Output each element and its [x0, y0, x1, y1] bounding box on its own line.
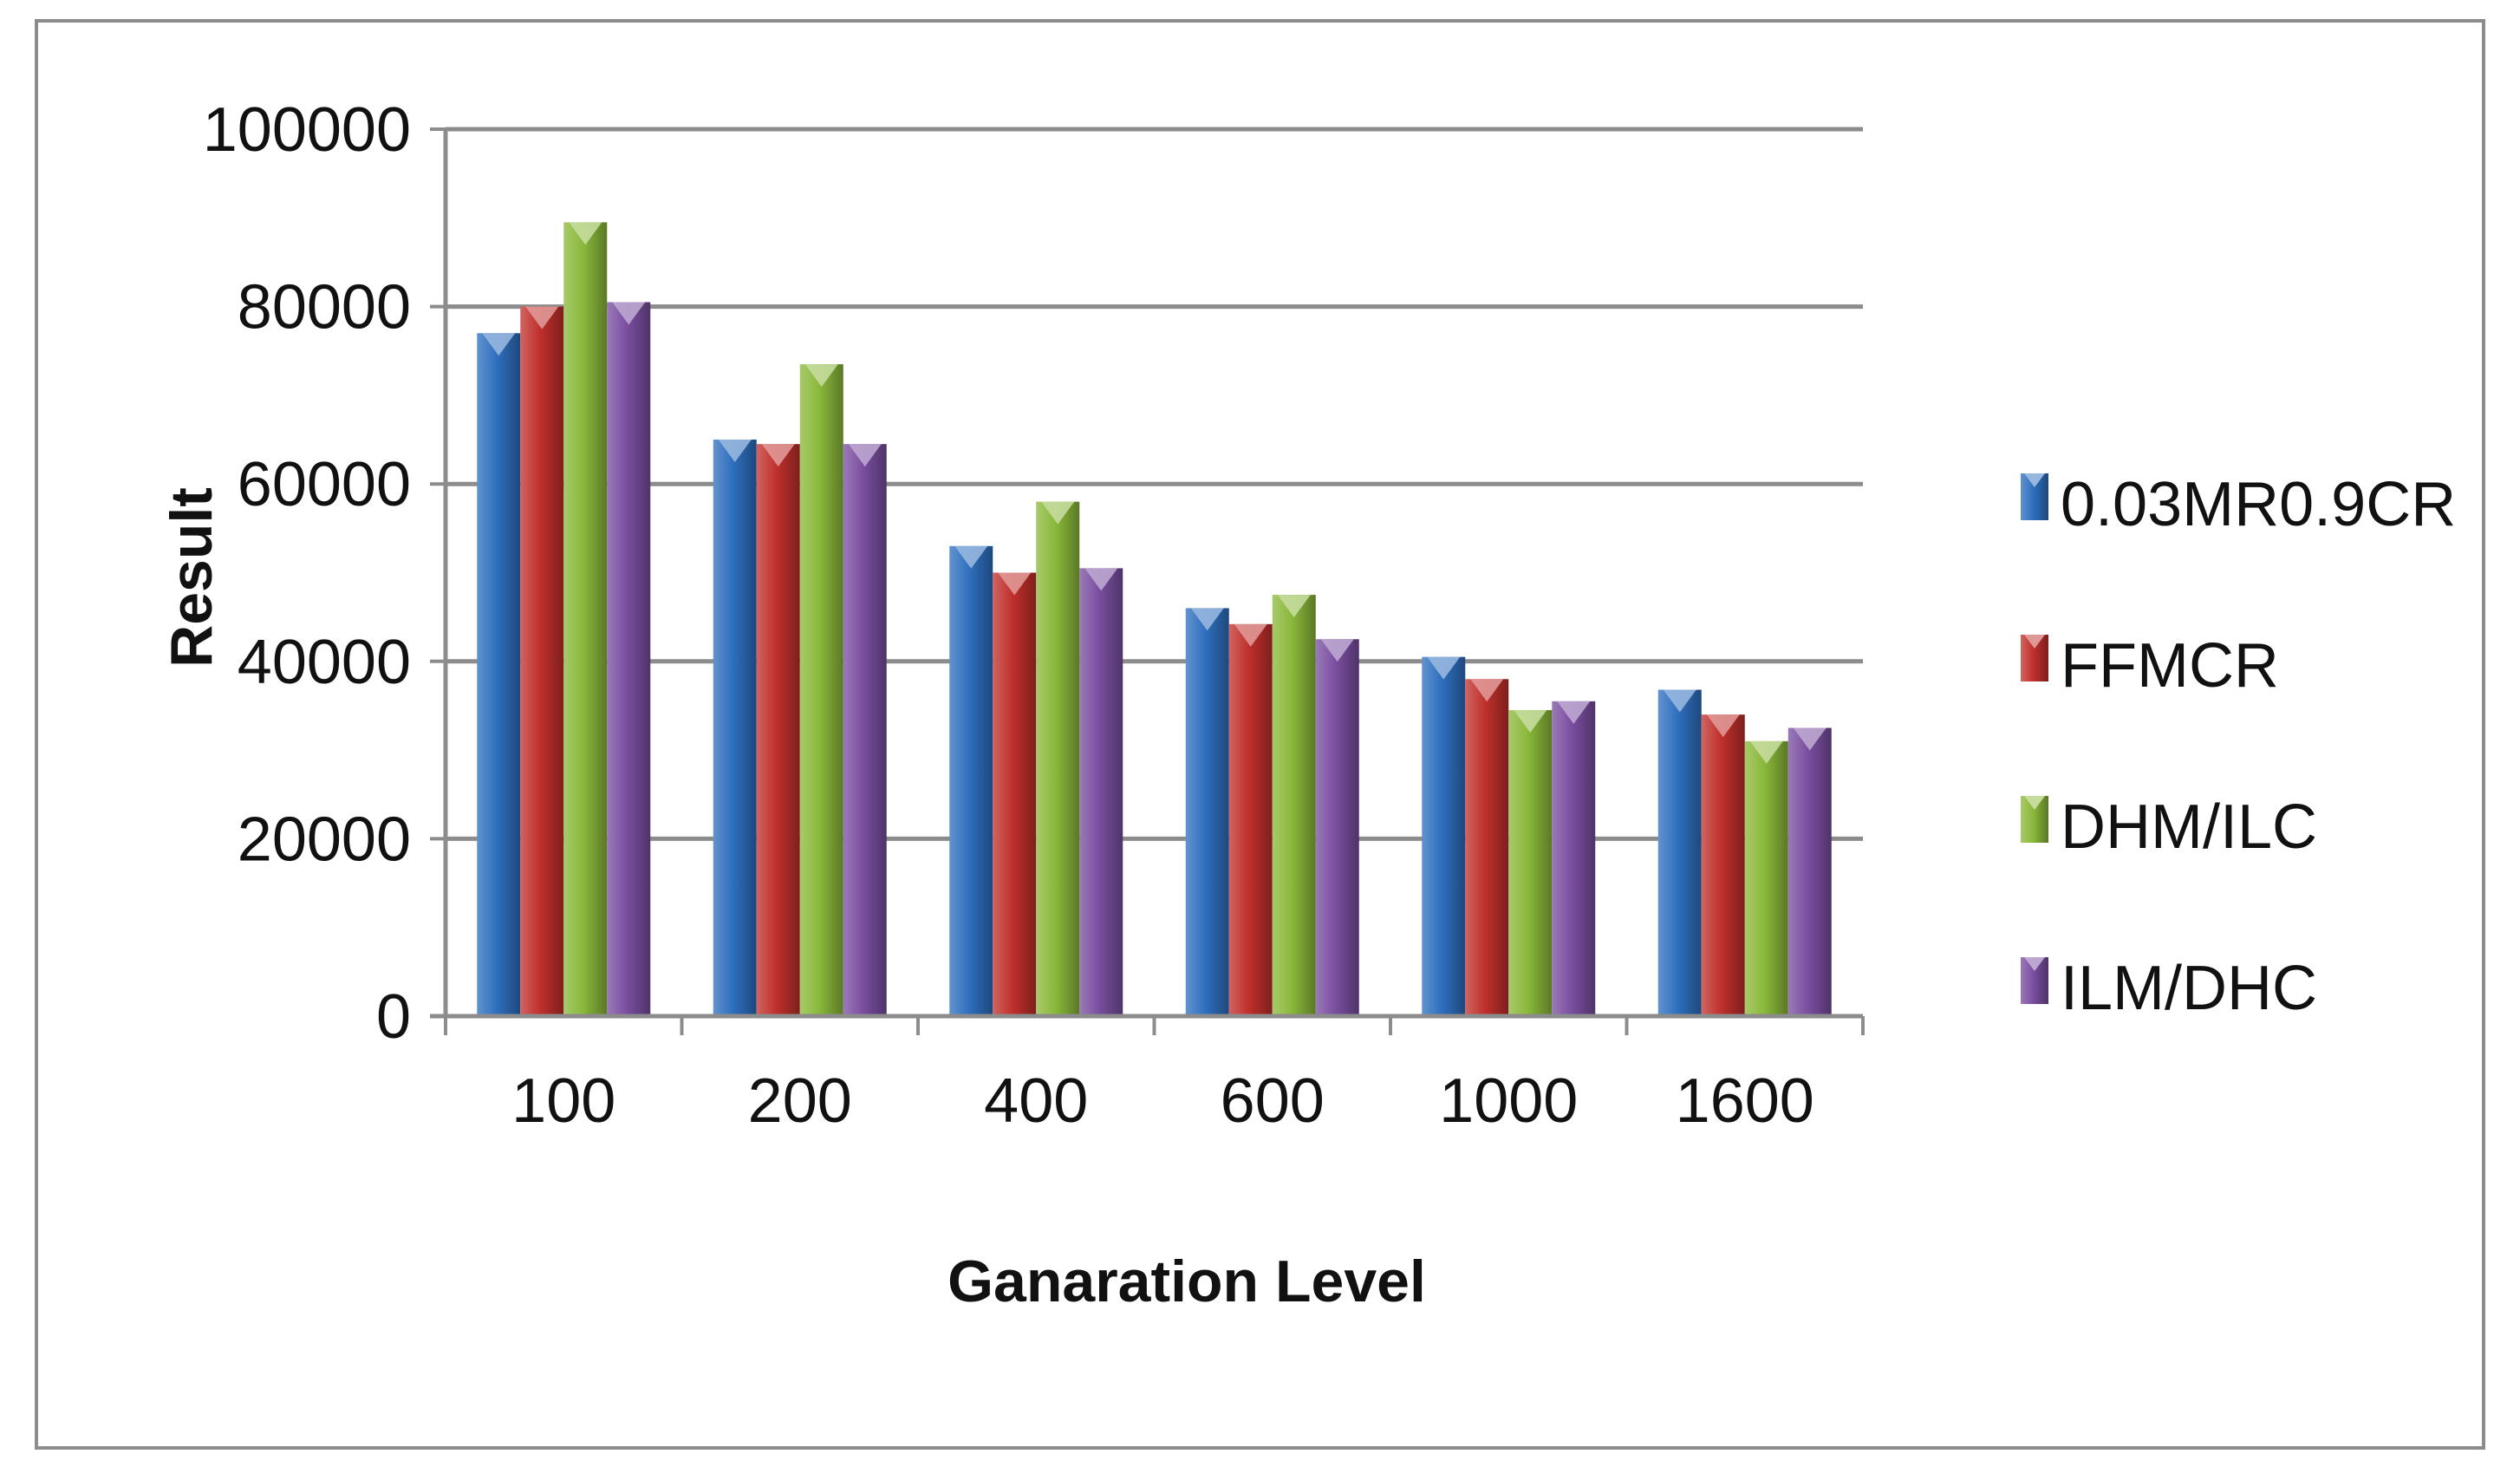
bar-top-marker [1041, 501, 1075, 525]
bar-top-marker [612, 302, 646, 325]
bar-top-marker [1514, 710, 1547, 733]
bar [799, 364, 843, 1017]
bar-top-marker [1793, 727, 1827, 751]
legend-label: DHM/ILC [2061, 792, 2317, 862]
bar [1701, 714, 1745, 1016]
y-tick-labels: 0 20000 40000 60000 80000 100000 [203, 95, 411, 1052]
y-tick-label: 100000 [203, 95, 411, 165]
bar-top-marker [1234, 623, 1267, 647]
bar [1185, 608, 1229, 1016]
bar [713, 440, 757, 1016]
y-tick-label: 20000 [238, 805, 411, 874]
legend-swatch-marker [2024, 796, 2045, 810]
bar [520, 306, 564, 1017]
bar [1079, 568, 1123, 1016]
bar [1657, 689, 1702, 1016]
x-tick-label: 600 [1221, 1066, 1325, 1136]
y-axis-title: Result [159, 487, 225, 668]
y-tick-label: 60000 [238, 450, 411, 519]
legend-swatch-marker [2024, 473, 2045, 487]
bar [477, 333, 521, 1016]
bar [1422, 656, 1466, 1016]
bar-top-marker [1190, 608, 1224, 631]
bar-top-marker [954, 545, 988, 569]
bar [1552, 701, 1596, 1016]
bar-top-marker [998, 572, 1032, 596]
y-tick-label: 40000 [238, 628, 411, 697]
bar-top-marker [848, 444, 882, 467]
gridlines [430, 127, 1863, 1018]
bar-top-marker [1084, 568, 1118, 591]
x-axis-title: Ganaration Level [947, 1249, 1426, 1314]
bar [1036, 501, 1080, 1016]
bar [1787, 727, 1832, 1016]
x-tick-labels: 100 200 400 600 1000 1600 [511, 1066, 1814, 1136]
bar [993, 572, 1037, 1016]
legend-swatch-marker [2024, 635, 2045, 649]
x-tick-label: 100 [511, 1066, 615, 1136]
bar-top-marker [482, 333, 516, 356]
bar [1315, 639, 1359, 1016]
bars [477, 222, 1832, 1017]
x-tick-label: 1000 [1439, 1066, 1578, 1136]
bar-top-marker [1427, 656, 1461, 680]
bar [949, 545, 993, 1016]
bar [563, 222, 608, 1016]
bar [1272, 595, 1316, 1016]
bar [1744, 740, 1788, 1016]
bar-top-marker [718, 440, 752, 463]
bar-top-marker [1277, 595, 1311, 618]
bar-top-marker [569, 222, 602, 245]
chart-frame: 0 20000 40000 60000 80000 100000 100 200 400 600… [35, 19, 2485, 1450]
bar [1508, 710, 1553, 1016]
legend-label: FFMCR [2061, 631, 2279, 701]
x-tick-label: 200 [748, 1066, 852, 1136]
bar-top-marker [1320, 639, 1354, 662]
y-tick-label: 80000 [238, 273, 411, 342]
legend-label: 0.03MR0.9CR [2061, 470, 2456, 539]
bar-top-marker [1749, 740, 1783, 764]
bar-top-marker [1706, 714, 1740, 738]
legend-label: ILM/DHC [2061, 954, 2317, 1023]
bar-top-marker [804, 364, 838, 388]
bar-top-marker [1470, 679, 1504, 702]
x-tick-label: 400 [984, 1066, 1088, 1136]
bar-top-marker [761, 444, 795, 467]
bar [843, 444, 887, 1016]
x-tick-label: 1600 [1676, 1066, 1814, 1136]
y-tick-label: 0 [376, 982, 411, 1052]
bar-top-marker [1557, 701, 1591, 724]
bar [756, 444, 800, 1016]
bar-chart: 0 20000 40000 60000 80000 100000 100 200 400 600… [159, 95, 2456, 1314]
bar [1465, 679, 1509, 1016]
legend: 0.03MR0.9CR FFMCR DHM/ILC ILM/DHC [2021, 470, 2456, 1023]
bar [607, 302, 651, 1016]
bar-top-marker [1663, 689, 1696, 713]
bar-top-marker [525, 306, 559, 329]
bar [1228, 623, 1273, 1016]
legend-swatch-marker [2024, 957, 2045, 971]
axes [430, 129, 1865, 1035]
